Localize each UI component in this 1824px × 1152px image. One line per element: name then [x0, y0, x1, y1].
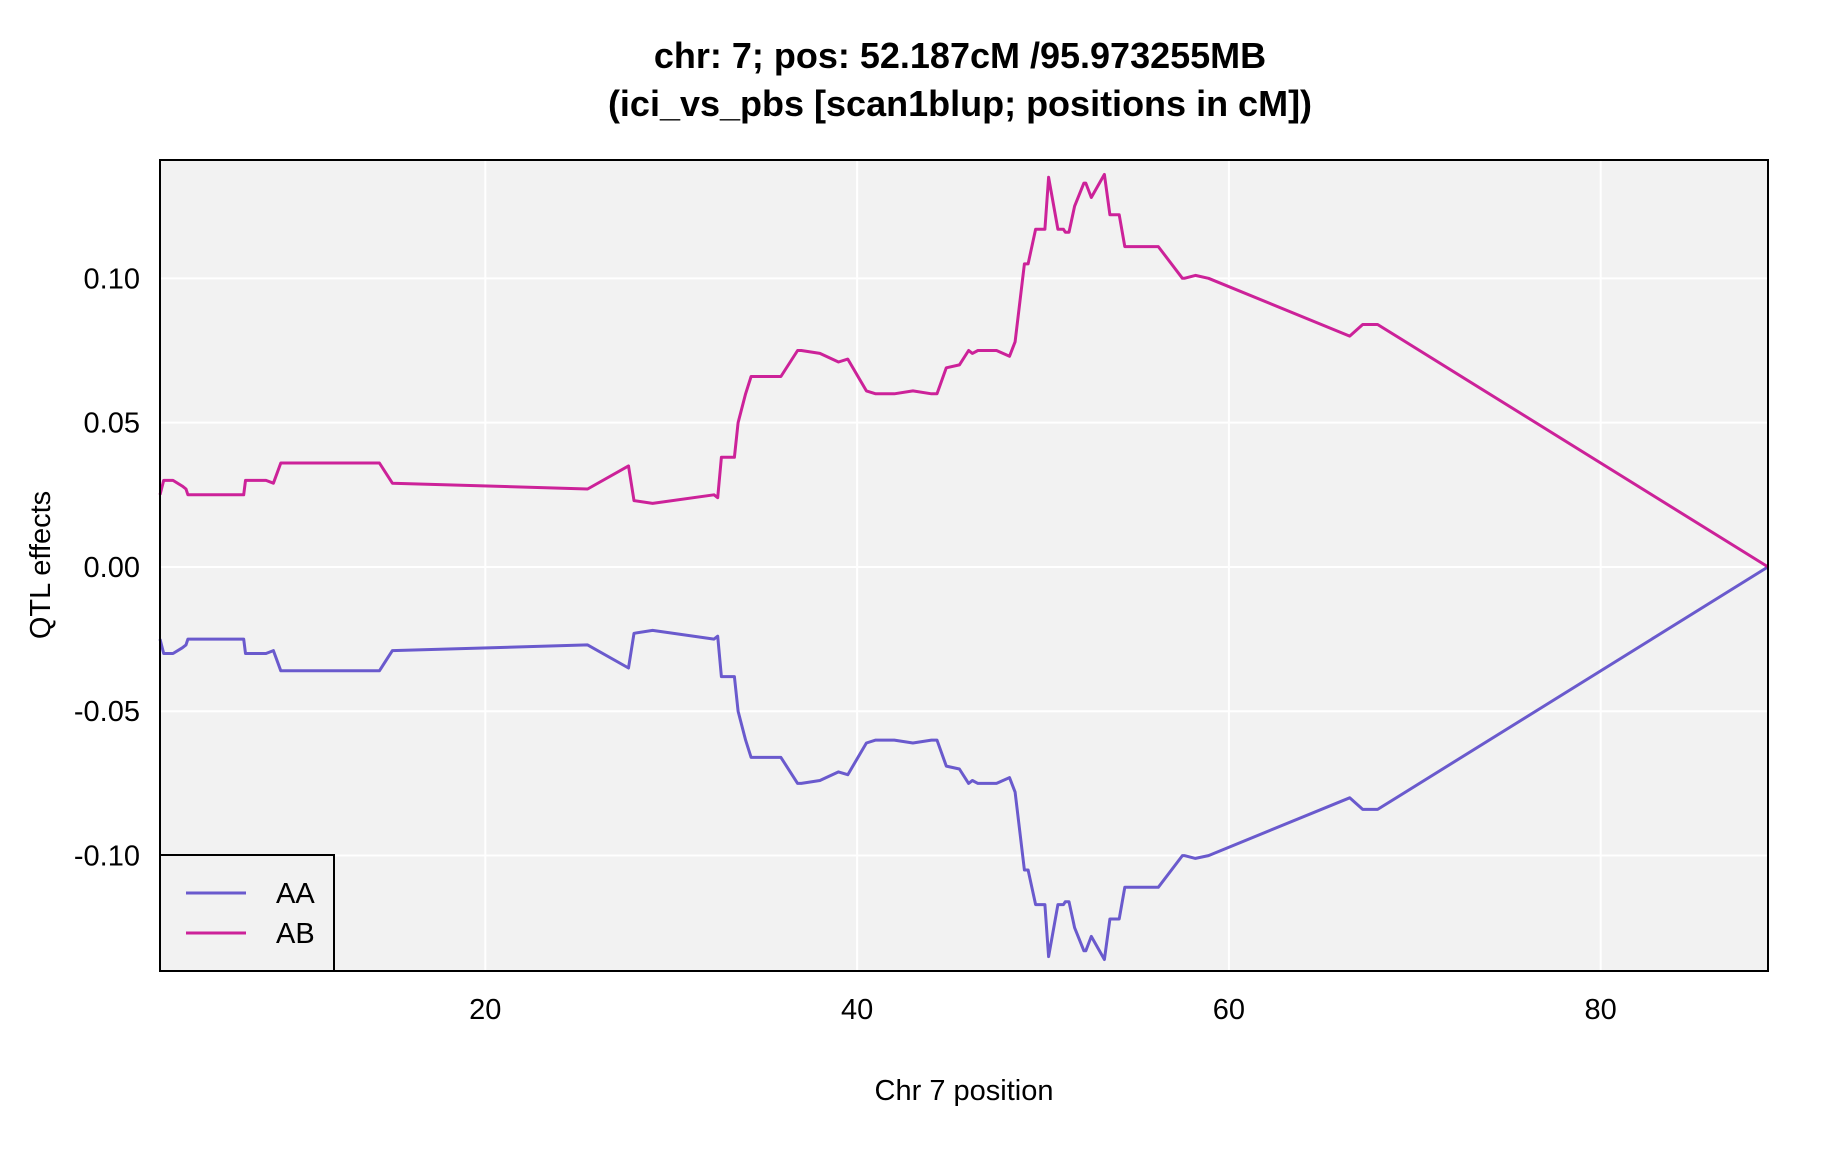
plot-frame: [159, 159, 1769, 972]
y-tick-label: -0.05: [74, 696, 140, 728]
chart-title: chr: 7; pos: 52.187cM /95.973255MB: [654, 35, 1266, 76]
y-axis-label: QTL effects: [25, 491, 57, 639]
legend: AA AB: [159, 854, 335, 972]
y-tick-label: 0.10: [84, 263, 140, 295]
x-tick-label: 40: [841, 994, 873, 1026]
legend-box: [159, 854, 335, 972]
x-tick-label: 20: [469, 994, 501, 1026]
grid-lines: [160, 160, 1768, 971]
series-line-aa: [158, 565, 1769, 961]
x-tick-label: 80: [1585, 994, 1617, 1026]
series-line-ab: [158, 172, 1769, 569]
plot-area: [160, 160, 1768, 971]
series-lines: [158, 172, 1769, 961]
x-axis: 20 40 60 80: [469, 994, 1617, 1026]
y-axis: -0.10 -0.05 0.00 0.05 0.10: [74, 263, 140, 872]
legend-label: AB: [276, 918, 315, 950]
y-tick-label: -0.10: [74, 841, 140, 873]
y-tick-label: 0.05: [84, 408, 140, 440]
y-tick-label: 0.00: [84, 552, 140, 584]
x-tick-label: 60: [1213, 994, 1245, 1026]
x-axis-label: Chr 7 position: [875, 1075, 1054, 1107]
legend-label: AA: [276, 878, 315, 910]
chart-subtitle: (ici_vs_pbs [scan1blup; positions in cM]…: [608, 83, 1312, 124]
